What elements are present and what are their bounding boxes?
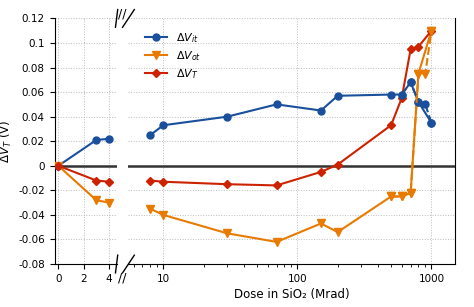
Legend: $\Delta V_{it}$, $\Delta V_{ot}$, $\Delta V_T$: $\Delta V_{it}$, $\Delta V_{ot}$, $\Delt… — [140, 26, 206, 86]
Text: Dose in SiO₂ (Mrad): Dose in SiO₂ (Mrad) — [234, 288, 349, 301]
Text: //: // — [118, 7, 127, 20]
Text: //: // — [118, 271, 127, 284]
Y-axis label: $\Delta V_T$ (V): $\Delta V_T$ (V) — [0, 119, 14, 163]
